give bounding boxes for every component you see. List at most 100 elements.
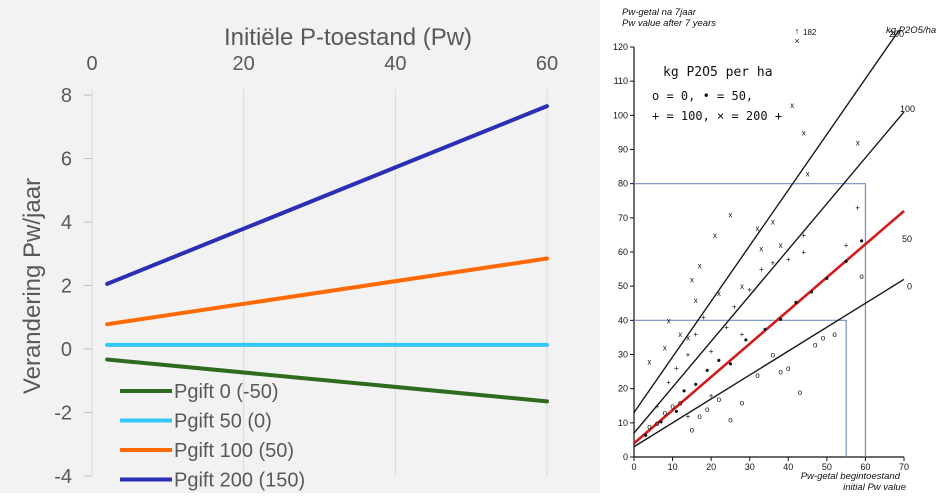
y-tick-label: -4	[54, 466, 72, 488]
scatter-point: +	[786, 255, 791, 264]
scatter-point: x	[690, 275, 694, 284]
scatter-point: o	[786, 364, 791, 373]
series-end-label-0: 0	[907, 282, 912, 292]
regression-line-3	[634, 30, 901, 413]
scatter-point: •	[694, 377, 698, 391]
y-tick-label: 120	[613, 42, 628, 52]
scatter-point: x	[678, 330, 682, 339]
x-tick-label: 40	[384, 53, 406, 75]
scatter-point: x	[802, 128, 806, 137]
scatter-point: x	[856, 139, 860, 148]
y-tick-label: 10	[618, 418, 628, 428]
y-tick-label: 60	[618, 247, 628, 257]
scatter-point: x	[728, 210, 732, 219]
scatter-point: o	[859, 272, 864, 281]
y-axis-title: Verandering Pw/jaar	[19, 178, 46, 394]
scatter-point: o	[678, 398, 683, 407]
series-end-label-2: 100	[900, 104, 915, 114]
scatter-point: +	[666, 378, 671, 387]
scatter-point: •	[717, 353, 721, 367]
scatter-point: x	[713, 231, 717, 240]
x-tick-label: 20	[233, 53, 255, 75]
regression-line-0	[634, 278, 905, 448]
right-scan-panel: 0 10 20 30 40 50 60 70 80 90 100 110 120 0 10 20 30 40 50 6…	[600, 0, 944, 493]
series-end-label-1: 50	[902, 234, 912, 244]
legend-title: kg P2O5 per ha	[663, 65, 773, 80]
legend-line-1: o = 0, • = 50,	[652, 89, 753, 103]
left-chart-panel: 0 20 40 60 -4 -2 0 2 4 6 8 Initiële P-toestand (Pw)…	[0, 0, 600, 493]
series-line-3	[105, 104, 549, 286]
y-tick-label: 20	[618, 384, 628, 394]
series-end-label-3: 200	[889, 29, 904, 39]
x-tick-label: 70	[899, 462, 909, 472]
series-line-0	[105, 357, 549, 404]
scatter-point: o	[832, 330, 837, 339]
x-title-english: initial Pw value	[843, 482, 906, 493]
y-tick-label: 0	[61, 339, 72, 361]
scatter-point: +	[686, 412, 691, 421]
scatter-point: o	[740, 398, 745, 407]
scatter-point: x	[663, 344, 667, 353]
y-tick-label: 6	[61, 149, 72, 171]
scatter-point: •	[705, 364, 709, 378]
scatter-point: •	[728, 357, 732, 371]
guide-line-0	[634, 183, 867, 457]
unit-label: kg P2O5/ha	[886, 25, 936, 36]
x-tick-label: 40	[783, 462, 793, 472]
scatter-point: +	[844, 241, 849, 250]
scatter-point: +	[709, 347, 714, 356]
scatter-point: o	[697, 412, 702, 421]
x-tick-label: 60	[860, 462, 870, 472]
scatter-point: +	[686, 351, 691, 360]
legend-label-0: Pgift 0 (-50)	[174, 381, 278, 403]
scatter-point: +	[759, 265, 764, 274]
scatter-point: o	[705, 405, 710, 414]
x-title-dutch: Pw-getal begintoestand	[801, 471, 901, 482]
outlier-arrow-marker: ↑	[795, 26, 800, 36]
scatter-point: •	[643, 429, 647, 443]
regression-line-2	[634, 111, 905, 434]
scatter-point: •	[794, 295, 798, 309]
scatter-point: o	[690, 426, 695, 435]
legend-line-2: + = 100, × = 200 +	[652, 109, 782, 123]
scatter-point: +	[674, 364, 679, 373]
scatter-point: •	[744, 333, 748, 347]
outlier-value-label: 182	[803, 28, 817, 37]
y-tick-label: 90	[618, 145, 628, 155]
legend-label-2: Pgift 100 (50)	[174, 440, 294, 462]
y-tick-label: 30	[618, 350, 628, 360]
scatter-point: o	[755, 371, 760, 380]
right-scatter-chart: 0 10 20 30 40 50 60 70 80 90 100 110 120 0 10 20 30 40 50 6…	[613, 7, 936, 493]
scatter-point: o	[663, 409, 668, 418]
y-tick-label: -2	[54, 403, 72, 425]
scatter-point: +	[724, 323, 729, 332]
outlier-cross-marker: ×	[794, 36, 799, 46]
red-highlight-line	[634, 210, 905, 445]
scatter-point: o	[813, 340, 818, 349]
x-tick-label: 60	[536, 53, 558, 75]
scatter-point: o	[717, 395, 722, 404]
scatter-point: +	[801, 248, 806, 257]
legend-label-3: Pgift 200 (150)	[174, 470, 305, 492]
y-tick-label: 0	[623, 452, 628, 462]
scatter-point: +	[655, 402, 660, 411]
scatter-point: o	[728, 415, 733, 424]
scatter-point: x	[717, 289, 721, 298]
scatter-point: +	[740, 330, 745, 339]
x-axis-title: Initiële P-toestand (Pw)	[224, 24, 472, 51]
x-tick-label: 10	[668, 462, 678, 472]
scatter-point: x	[779, 241, 783, 250]
scatter-point: •	[763, 323, 767, 337]
y-tick-label: 2	[61, 276, 72, 298]
scatter-point: o	[655, 419, 660, 428]
scatter-point: •	[674, 405, 678, 419]
scatter-point: +	[747, 286, 752, 295]
scatter-point: +	[709, 392, 714, 401]
x-tick-label: 50	[822, 462, 832, 472]
scatter-point: o	[778, 368, 783, 377]
regression-lines	[634, 30, 905, 448]
y-tick-label: 4	[61, 212, 72, 234]
scatter-point: x	[698, 262, 702, 271]
y-tick-label: 110	[614, 76, 628, 86]
scatter-point: o	[798, 388, 803, 397]
